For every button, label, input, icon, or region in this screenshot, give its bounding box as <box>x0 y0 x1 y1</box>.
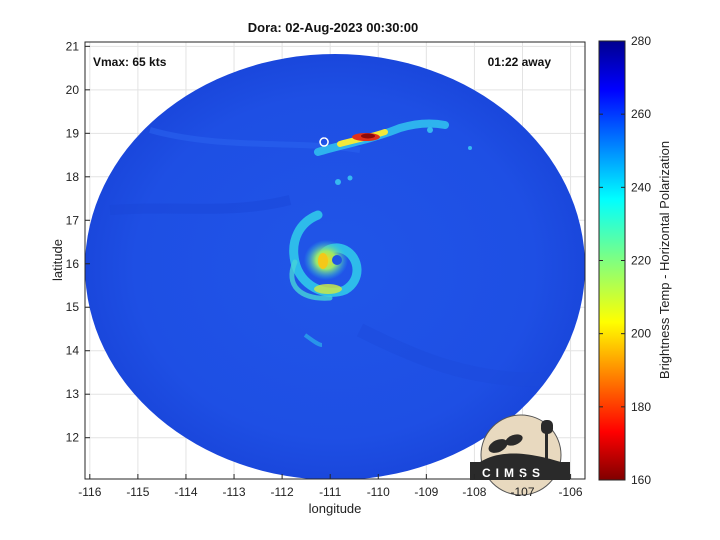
colorbar-tick-label: 280 <box>631 34 651 48</box>
eye <box>332 255 342 265</box>
y-tick-label: 19 <box>66 126 80 140</box>
x-tick-label: -106 <box>559 485 583 499</box>
y-tick-label: 18 <box>66 170 80 184</box>
x-tick-label: -107 <box>510 485 534 499</box>
y-tick-label: 13 <box>66 387 80 401</box>
colorbar-tick-label: 200 <box>631 327 651 341</box>
x-tick-label: -108 <box>462 485 486 499</box>
vmax-label: Vmax: 65 kts <box>93 55 167 69</box>
swath-band <box>109 195 292 215</box>
microwave-swath <box>85 54 585 479</box>
speckle <box>347 175 353 181</box>
speckle <box>427 127 433 133</box>
x-tick-label: -116 <box>78 485 101 499</box>
x-tick-label: -115 <box>126 485 149 499</box>
hot-spot-core <box>361 133 375 139</box>
colorbar-tick-label: 180 <box>631 400 651 414</box>
y-tick-label: 21 <box>66 39 80 53</box>
eyewall-core <box>318 253 328 269</box>
time-away-label: 01:22 away <box>488 55 552 69</box>
colorbar <box>598 40 626 481</box>
colorbar-tick-label: 260 <box>631 107 651 121</box>
x-tick-label: -114 <box>174 485 197 499</box>
x-axis-label: longitude <box>309 501 362 516</box>
y-tick-label: 12 <box>66 431 80 445</box>
colorbar-tick-label: 240 <box>631 180 651 194</box>
satellite-dish-icon <box>505 434 523 446</box>
y-tick-label: 15 <box>66 300 80 314</box>
colorbar-ticks: 160 180 200 220 240 260 280 <box>599 34 651 487</box>
y-tick-label: 14 <box>66 344 80 358</box>
x-tick-label: -112 <box>271 485 294 499</box>
y-tick-label: 20 <box>66 83 80 97</box>
swath-band <box>356 323 541 387</box>
contour-ring <box>319 137 329 147</box>
speckle <box>468 146 472 150</box>
axes-border <box>84 41 586 480</box>
y-tick-label: 16 <box>66 257 80 271</box>
y-tick-label: 17 <box>66 213 80 227</box>
x-tick-label: -111 <box>319 485 342 499</box>
x-tick-label: -113 <box>222 485 245 499</box>
satellite-dish-icon <box>488 439 508 453</box>
southern-eyewall <box>314 284 342 294</box>
speckle <box>335 179 341 185</box>
x-tick-label: -110 <box>367 485 390 499</box>
water-tower-icon <box>545 432 548 462</box>
cimss-logo: CIMSS <box>470 414 570 496</box>
y-axis-label: latitude <box>50 239 65 281</box>
y-axis-ticks: 12 13 14 15 16 17 18 19 20 21 <box>66 39 90 445</box>
logo-text: CIMSS <box>482 466 545 480</box>
colorbar-tick-label: 160 <box>631 473 651 487</box>
rain-tail <box>303 333 323 347</box>
colorbar-tick-label: 220 <box>631 254 651 268</box>
spiral-band-outer <box>289 259 333 301</box>
x-tick-label: -109 <box>414 485 438 499</box>
convective-band <box>314 119 449 156</box>
water-tower-icon <box>541 420 553 434</box>
plot-title: Dora: 02-Aug-2023 00:30:00 <box>248 20 419 35</box>
colorbar-label: Brightness Temp - Horizontal Polarizatio… <box>657 141 672 379</box>
x-axis-ticks: -116 -115 -114 -113 -112 -111 -110 -109 -108 -107… <box>78 474 583 499</box>
